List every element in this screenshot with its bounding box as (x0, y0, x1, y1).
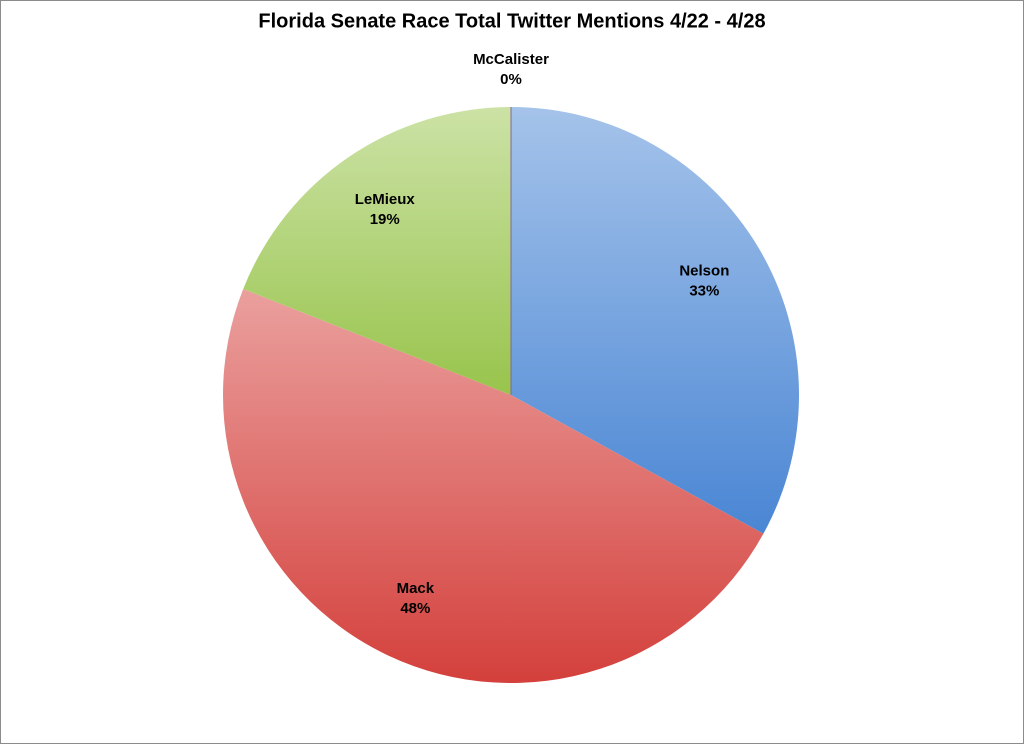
slice-label: LeMieux (355, 191, 416, 208)
pie-slice (222, 288, 764, 684)
slice-value-label: 48% (400, 600, 430, 617)
slice-label: Nelson (679, 263, 729, 280)
slice-value-label: 33% (689, 283, 719, 300)
pie-slice (511, 107, 800, 534)
slice-value-label: 19% (370, 211, 400, 228)
chart-title: Florida Senate Race Total Twitter Mentio… (258, 10, 765, 32)
slice-label: McCalister (473, 51, 549, 68)
slice-label: Mack (397, 580, 435, 597)
slice-value-label: 0% (500, 71, 522, 88)
pie-slice (243, 107, 511, 395)
